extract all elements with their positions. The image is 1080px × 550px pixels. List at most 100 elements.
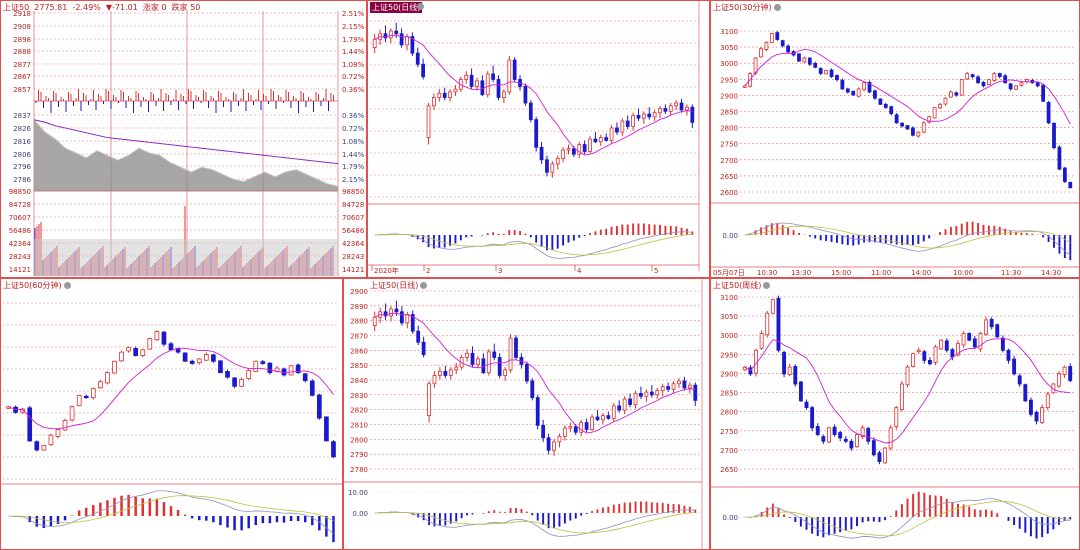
candle: [508, 337, 513, 371]
y-tick: 2800: [350, 436, 368, 444]
y-tick: 2860: [350, 347, 368, 355]
y-tick: 2850: [350, 362, 368, 370]
candle: [389, 308, 393, 317]
weekly-panel[interactable]: 3100 3050 3000 2950 2900 2850 2800 2750 2700 2650…: [710, 278, 1080, 550]
daily-top-panel[interactable]: 2020年 2 3 4 5 上证50(日线): [367, 0, 710, 278]
candle: [827, 427, 831, 443]
candle: [843, 438, 848, 442]
settings-icon[interactable]: [763, 282, 771, 289]
candle: [677, 380, 681, 385]
candle: [584, 422, 589, 430]
candle: [432, 375, 437, 385]
candle: [956, 343, 960, 356]
candle: [175, 348, 181, 353]
candle: [652, 112, 657, 118]
candle: [492, 351, 497, 358]
candle: [911, 127, 915, 136]
y-tick: 2650: [720, 173, 738, 181]
price-tick: 2796: [13, 163, 31, 171]
candle: [465, 352, 469, 358]
candle: [579, 422, 584, 433]
candle: [161, 331, 167, 345]
settings-icon[interactable]: [417, 3, 424, 10]
candle: [641, 113, 646, 119]
candle: [1003, 75, 1008, 84]
candle: [1046, 102, 1051, 124]
candle: [438, 370, 442, 376]
candle: [486, 351, 491, 374]
candle: [260, 361, 266, 364]
y-tick: 2890: [350, 303, 368, 311]
candle: [780, 40, 785, 47]
candle: [514, 337, 518, 358]
candle: [976, 76, 980, 84]
settings-icon[interactable]: [63, 282, 71, 289]
candle: [76, 394, 82, 406]
vol-tick: 98850: [9, 188, 31, 196]
candle: [775, 32, 780, 40]
candle: [421, 63, 426, 78]
candle: [949, 91, 953, 98]
header-price: 2775.81: [34, 3, 68, 12]
intraday-panel[interactable]: 2.51% 2.15% 1.79% 1.44% 1.08% 0.72% 0.36% 2918 2…: [0, 0, 367, 278]
candle: [530, 380, 535, 399]
candle: [331, 441, 336, 458]
vol-tick: 98850: [342, 188, 364, 196]
candle: [802, 57, 807, 63]
candle: [196, 358, 202, 364]
candle: [959, 79, 964, 96]
candle: [372, 38, 377, 49]
candle: [105, 372, 110, 384]
vol-tick: 84728: [9, 201, 31, 209]
y-tick: 3050: [720, 313, 738, 321]
candle: [631, 115, 635, 127]
candle: [759, 333, 764, 349]
candle: [140, 349, 146, 356]
candle: [911, 353, 916, 367]
vol-tick: 28243: [342, 253, 364, 261]
candle: [555, 157, 560, 165]
candle: [1040, 407, 1045, 423]
candle: [182, 352, 188, 362]
candle: [523, 85, 528, 104]
min30-panel[interactable]: 3100 3050 3000 2950 2900 2850 2800 2750 2700 2650…: [710, 0, 1080, 278]
candle: [546, 437, 551, 451]
candle: [972, 338, 977, 348]
min60-panel[interactable]: 上证50(60分钟): [0, 278, 343, 550]
candle: [860, 427, 865, 437]
candle: [98, 381, 103, 389]
candle: [539, 146, 544, 161]
price-tick: 2918: [13, 10, 31, 18]
candle: [394, 30, 399, 35]
candle: [524, 363, 529, 382]
intraday-chart: 2.51%2.15%1.79%1.44%1.08%0.72%0.36%29182…: [1, 1, 366, 276]
candle: [690, 106, 695, 123]
y-tick: 2780: [350, 466, 368, 474]
candle: [427, 383, 431, 417]
candle: [502, 91, 506, 98]
candle: [984, 319, 988, 335]
candle: [133, 347, 139, 356]
y-tick: 2600: [720, 189, 738, 197]
pct-tick: 1.44%: [342, 48, 365, 56]
time-label: 15:00: [831, 269, 851, 277]
candle: [660, 386, 665, 392]
candle: [573, 426, 578, 433]
y-tick: 2700: [720, 447, 738, 455]
settings-icon[interactable]: [420, 282, 428, 289]
candle: [443, 370, 448, 376]
y-tick: 2650: [720, 466, 738, 474]
candle: [405, 314, 410, 324]
daily-top-chart: 2020年 2 3 4 5: [368, 1, 700, 275]
y-tick: 2800: [720, 125, 738, 133]
candle: [562, 427, 567, 437]
dif-line: [744, 222, 1071, 256]
candle: [807, 57, 812, 65]
candle: [469, 74, 474, 87]
pct-tick: 2.15%: [342, 176, 365, 184]
daily-bottom-panel[interactable]: 2900 2890 2880 2870 2860 2850 2840 2830 2820 2810…: [343, 278, 710, 550]
candle: [668, 105, 673, 112]
candle: [253, 360, 259, 372]
candle: [1052, 122, 1056, 148]
settings-icon[interactable]: [773, 4, 781, 11]
